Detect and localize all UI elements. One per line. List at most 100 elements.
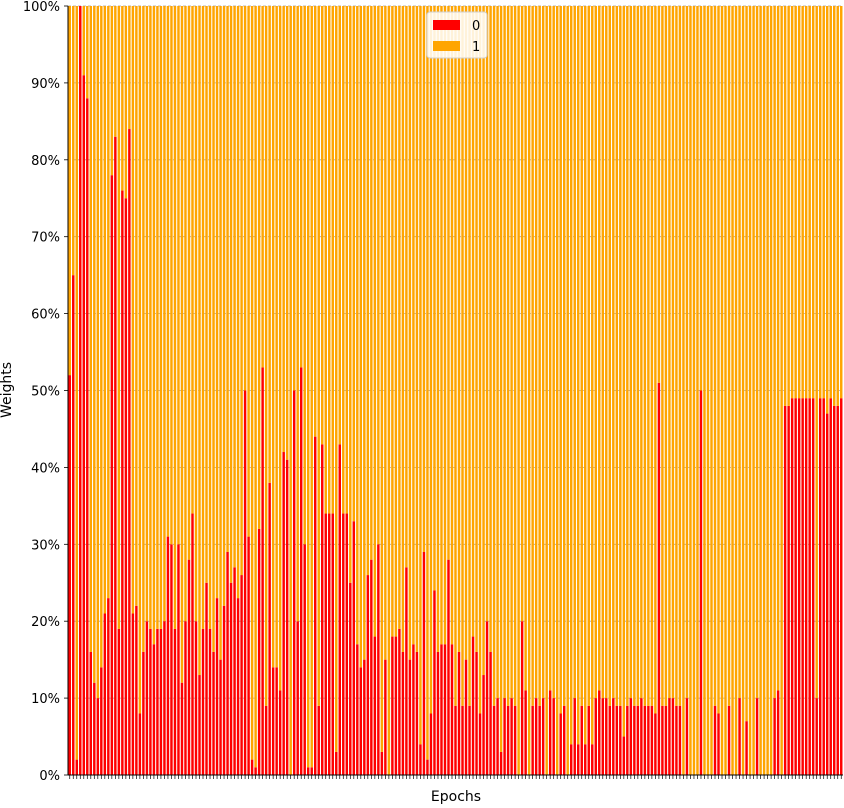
bar-series-1 <box>331 6 334 514</box>
axes: 0% 10% 20% 30% 40% 50% 60% 70% 80% 90% 100% <box>23 0 843 784</box>
bar-series-1 <box>517 6 520 775</box>
bar-series-0 <box>110 175 114 775</box>
bar-series-0 <box>86 98 89 775</box>
bar-series-1 <box>591 6 594 745</box>
bar-series-1 <box>387 6 391 775</box>
bar-series-0 <box>457 651 461 775</box>
bar-series-1 <box>419 6 422 745</box>
bar-series-0 <box>278 690 282 775</box>
bar-series-1 <box>629 6 633 699</box>
bar-series-0 <box>717 713 720 775</box>
bar-series-0 <box>471 636 475 775</box>
bar-series-0 <box>306 767 310 775</box>
bar-series-0 <box>405 567 408 775</box>
bar-series-1 <box>149 6 152 629</box>
bar-series-1 <box>706 6 710 775</box>
bar-series-1 <box>661 6 664 706</box>
bar-series-1 <box>825 6 829 414</box>
bar-series-0 <box>503 698 506 775</box>
bar-series-1 <box>636 6 640 706</box>
bar-series-0 <box>377 544 380 775</box>
bar-series-1 <box>338 6 342 445</box>
bar-series-1 <box>804 6 808 399</box>
bar-series-0 <box>801 398 804 775</box>
bar-series-0 <box>783 405 787 775</box>
bar-series-1 <box>391 6 394 637</box>
bar-series-0 <box>292 390 296 775</box>
bar-series-1 <box>773 6 776 699</box>
bar-series-0 <box>468 705 471 775</box>
bar-series-1 <box>82 6 86 76</box>
bar-series-1 <box>303 6 306 545</box>
bar-series-1 <box>682 6 685 775</box>
bar-series-1 <box>559 6 562 714</box>
bar-series-1 <box>752 6 755 775</box>
bar-series-1 <box>619 6 622 706</box>
bar-series-1 <box>328 6 331 514</box>
bar-series-1 <box>783 6 787 406</box>
bar-series-1 <box>257 6 261 529</box>
bar-series-0 <box>124 198 128 775</box>
bar-series-0 <box>612 698 615 775</box>
bar-series-0 <box>321 444 324 775</box>
bar-series-1 <box>335 6 338 752</box>
bar-series-0 <box>412 644 415 775</box>
bar-series-1 <box>671 6 675 699</box>
bar-series-1 <box>555 6 559 775</box>
bar-series-1 <box>401 6 405 652</box>
bar-series-1 <box>534 6 538 699</box>
bar-series-1 <box>103 6 107 614</box>
bar-series-0 <box>335 751 338 775</box>
bar-series-1 <box>685 6 689 699</box>
bar-series-1 <box>422 6 426 552</box>
bar-series-1 <box>278 6 282 691</box>
bar-series-0 <box>794 398 797 775</box>
bar-series-0 <box>345 513 349 775</box>
bar-series-1 <box>117 6 121 629</box>
bar-series-1 <box>822 6 825 399</box>
bar-series-0 <box>205 582 208 775</box>
bar-series-0 <box>324 513 327 775</box>
bar-series-0 <box>296 621 299 775</box>
bar-series-1 <box>314 6 317 437</box>
bar-series-1 <box>447 6 450 560</box>
bar-series-0 <box>268 482 271 775</box>
bar-series-1 <box>384 6 387 660</box>
y-tick-label: 60% <box>31 308 60 323</box>
bar-series-0 <box>776 690 780 775</box>
bar-series-1 <box>247 6 250 537</box>
bar-series-1 <box>394 6 398 637</box>
bar-series-1 <box>797 6 801 399</box>
bar-series-0 <box>650 705 654 775</box>
bar-series-0 <box>236 598 240 775</box>
bar-series-0 <box>787 405 790 775</box>
bar-series-1 <box>145 6 149 622</box>
bar-series-0 <box>538 705 541 775</box>
bar-series-1 <box>717 6 720 714</box>
bar-series-1 <box>513 6 517 706</box>
bar-series-0 <box>657 382 661 775</box>
bar-series-1 <box>170 6 173 545</box>
bar-series-0 <box>773 698 776 775</box>
bar-series-1 <box>601 6 605 699</box>
bar-series-0 <box>464 659 468 775</box>
bar-series-1 <box>811 6 815 399</box>
bar-series-1 <box>356 6 359 645</box>
bar-series-1 <box>464 6 468 660</box>
bar-series-1 <box>349 6 352 583</box>
bar-series-1 <box>675 6 678 706</box>
bar-series-1 <box>478 6 482 714</box>
bar-series-1 <box>696 6 699 775</box>
bar-series-0 <box>636 705 640 775</box>
bar-series-0 <box>68 375 71 775</box>
bar-series-1 <box>720 6 724 775</box>
bar-series-1 <box>222 6 226 606</box>
bar-series-0 <box>615 705 619 775</box>
bar-series-0 <box>647 705 650 775</box>
bar-series-0 <box>401 651 405 775</box>
bar-series-1 <box>794 6 797 399</box>
bar-series-1 <box>285 6 289 460</box>
bar-series-1 <box>191 6 194 514</box>
bar-series-1 <box>68 6 71 376</box>
